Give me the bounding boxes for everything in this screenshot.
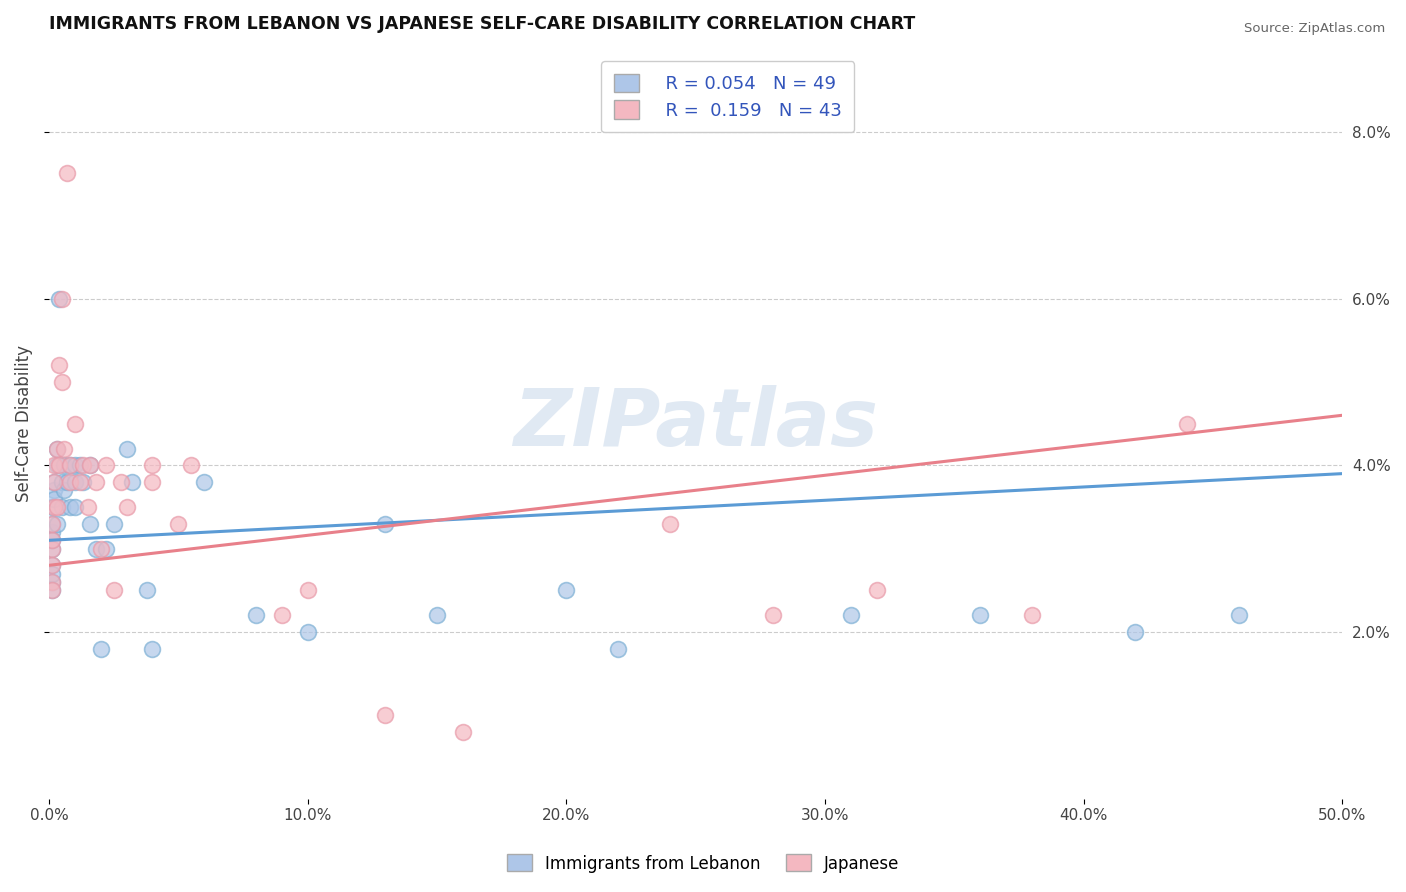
Point xyxy=(94,458,117,473)
Point xyxy=(141,458,163,473)
Point xyxy=(167,516,190,531)
Point xyxy=(59,500,82,514)
Point xyxy=(51,475,73,489)
Point xyxy=(44,475,66,489)
Point xyxy=(53,483,76,498)
Point xyxy=(41,533,63,548)
Point xyxy=(374,516,396,531)
Point xyxy=(79,458,101,473)
Point xyxy=(44,483,66,498)
Point xyxy=(1125,625,1147,640)
Point xyxy=(44,475,66,489)
Point xyxy=(1021,608,1043,623)
Point xyxy=(41,558,63,573)
Point xyxy=(374,708,396,723)
Point xyxy=(297,625,319,640)
Point xyxy=(45,442,67,456)
Text: Source: ZipAtlas.com: Source: ZipAtlas.com xyxy=(1244,22,1385,36)
Point xyxy=(110,475,132,489)
Point xyxy=(41,500,63,514)
Point xyxy=(48,458,70,473)
Point xyxy=(63,500,86,514)
Point xyxy=(84,541,107,556)
Point xyxy=(48,292,70,306)
Point xyxy=(51,500,73,514)
Point xyxy=(607,641,630,656)
Point xyxy=(79,458,101,473)
Point xyxy=(121,475,143,489)
Point xyxy=(59,458,82,473)
Point xyxy=(76,500,98,514)
Point xyxy=(141,475,163,489)
Point xyxy=(41,541,63,556)
Point xyxy=(839,608,862,623)
Point xyxy=(41,583,63,598)
Point xyxy=(866,583,889,598)
Point xyxy=(79,516,101,531)
Point xyxy=(63,458,86,473)
Point xyxy=(762,608,785,623)
Point xyxy=(90,641,112,656)
Point xyxy=(1227,608,1250,623)
Point xyxy=(1175,417,1198,431)
Point xyxy=(56,167,79,181)
Point xyxy=(103,516,125,531)
Point xyxy=(41,574,63,589)
Point xyxy=(44,491,66,506)
Point xyxy=(41,533,63,548)
Point xyxy=(51,375,73,389)
Legend:   R = 0.054   N = 49,   R =  0.159   N = 43: R = 0.054 N = 49, R = 0.159 N = 43 xyxy=(602,62,853,132)
Point xyxy=(270,608,292,623)
Point xyxy=(141,641,163,656)
Point xyxy=(45,500,67,514)
Point xyxy=(53,458,76,473)
Point xyxy=(94,541,117,556)
Point xyxy=(44,458,66,473)
Text: ZIPatlas: ZIPatlas xyxy=(513,384,879,463)
Point xyxy=(658,516,681,531)
Point xyxy=(59,475,82,489)
Point xyxy=(41,566,63,581)
Point xyxy=(48,358,70,372)
Point xyxy=(72,458,94,473)
Point xyxy=(41,541,63,556)
Point xyxy=(103,583,125,598)
Point xyxy=(45,516,67,531)
Point xyxy=(41,516,63,531)
Point xyxy=(115,500,138,514)
Point xyxy=(41,558,63,573)
Point xyxy=(193,475,215,489)
Point xyxy=(297,583,319,598)
Point xyxy=(44,500,66,514)
Point xyxy=(63,417,86,431)
Point xyxy=(69,458,91,473)
Point xyxy=(451,725,474,739)
Point xyxy=(45,458,67,473)
Point xyxy=(63,475,86,489)
Point xyxy=(51,292,73,306)
Point xyxy=(245,608,267,623)
Legend: Immigrants from Lebanon, Japanese: Immigrants from Lebanon, Japanese xyxy=(501,847,905,880)
Point xyxy=(59,458,82,473)
Point xyxy=(426,608,449,623)
Point xyxy=(41,583,63,598)
Point xyxy=(90,541,112,556)
Point xyxy=(69,475,91,489)
Point xyxy=(41,524,63,539)
Point xyxy=(41,516,63,531)
Point xyxy=(41,574,63,589)
Point xyxy=(969,608,991,623)
Y-axis label: Self-Care Disability: Self-Care Disability xyxy=(15,345,32,502)
Point xyxy=(56,475,79,489)
Point xyxy=(45,442,67,456)
Point xyxy=(180,458,202,473)
Point xyxy=(136,583,159,598)
Point xyxy=(115,442,138,456)
Point xyxy=(53,442,76,456)
Point xyxy=(72,475,94,489)
Text: IMMIGRANTS FROM LEBANON VS JAPANESE SELF-CARE DISABILITY CORRELATION CHART: IMMIGRANTS FROM LEBANON VS JAPANESE SELF… xyxy=(49,15,915,33)
Point xyxy=(555,583,578,598)
Point xyxy=(84,475,107,489)
